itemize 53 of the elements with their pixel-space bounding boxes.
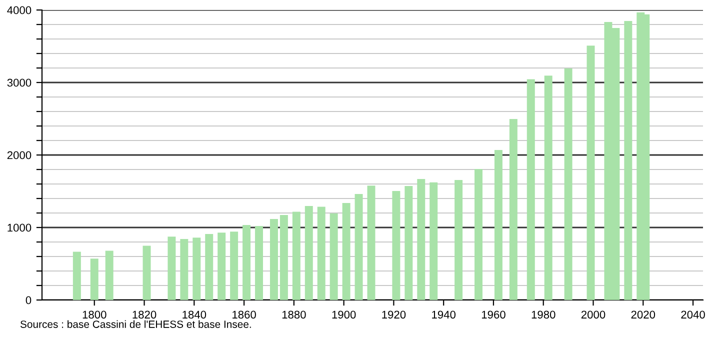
- bar: [105, 250, 114, 300]
- bar: [205, 234, 214, 300]
- bar: [330, 213, 338, 300]
- y-tick-label: 1000: [8, 224, 32, 232]
- bar: [218, 232, 226, 300]
- bar: [586, 46, 595, 300]
- bar: [192, 238, 201, 300]
- bar: [304, 206, 313, 300]
- bar: [454, 180, 463, 300]
- bar: [342, 202, 350, 300]
- bar: [494, 150, 502, 300]
- bar: [404, 186, 413, 300]
- bar: [509, 118, 518, 300]
- bar: [354, 194, 363, 300]
- bar: [624, 21, 632, 300]
- x-tick-label: 1900: [332, 310, 356, 319]
- x-tick-label: 1940: [432, 310, 456, 319]
- bar: [526, 79, 535, 300]
- x-tick-label: 1960: [482, 310, 506, 319]
- source-note: Sources : base Cassini de l'EHESS et base Insee.: [20, 320, 251, 328]
- x-tick-label: 2020: [631, 310, 656, 319]
- bar: [474, 168, 482, 300]
- x-tick-label: 1880: [282, 310, 306, 319]
- y-tick-label: 4000: [7, 6, 32, 14]
- x-tick-label: 1920: [382, 310, 406, 319]
- bar: [430, 182, 438, 300]
- x-tick-label: 1800: [82, 310, 106, 319]
- x-tick-label: 2000: [581, 310, 606, 319]
- bar: [90, 258, 98, 300]
- y-tick-label: 0: [26, 296, 32, 304]
- bar: [392, 191, 400, 300]
- y-tick-label: 2000: [7, 151, 32, 160]
- x-tick-label: 1840: [182, 310, 206, 319]
- bar: [230, 232, 238, 300]
- x-tick-label: 2040: [681, 310, 705, 319]
- x-tick-label: 1820: [132, 310, 156, 319]
- bar: [180, 239, 188, 300]
- y-tick-label: 3000: [7, 78, 32, 87]
- bar: [367, 186, 376, 300]
- bar: [564, 68, 572, 300]
- bar: [417, 178, 426, 300]
- bar: [168, 236, 176, 300]
- bar: [544, 76, 552, 300]
- bar: [242, 225, 251, 300]
- bar: [142, 246, 151, 300]
- bar: [292, 212, 300, 300]
- bar: [280, 215, 288, 300]
- bar: [72, 252, 81, 300]
- bar: [270, 219, 278, 300]
- bar: [317, 206, 326, 300]
- bar: [255, 226, 263, 300]
- x-tick-label: 1860: [232, 310, 256, 319]
- x-tick-label: 1980: [532, 310, 556, 319]
